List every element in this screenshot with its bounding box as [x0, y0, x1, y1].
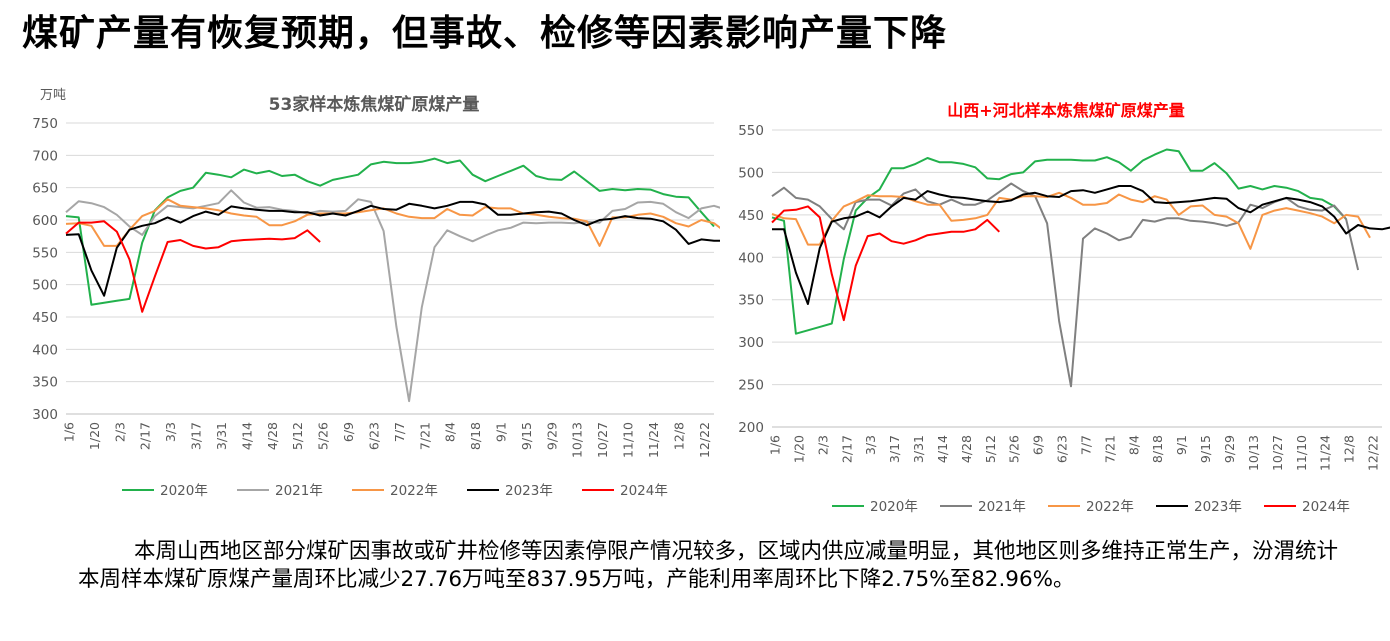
x-tick-label: 6/9	[1031, 435, 1046, 455]
legend-label: 2024年	[1302, 499, 1350, 515]
x-tick-label: 9/29	[1222, 435, 1237, 463]
x-tick-label: 8/4	[443, 422, 458, 442]
x-tick-label: 8/18	[1150, 435, 1165, 463]
x-tick-label: 2/17	[839, 435, 854, 463]
chart-left-53-mines: 53家样本炼焦煤矿原煤产量 万吨 300 350 400 450 500 550 600 650 7…	[32, 88, 720, 499]
y-tick-label: 300	[738, 335, 764, 351]
y-tick-label: 350	[32, 375, 58, 391]
legend-label: 2023年	[505, 483, 553, 499]
legend-label: 2022年	[1086, 499, 1134, 515]
x-tick-label: 4/28	[265, 422, 280, 450]
x-tick-label: 2/3	[112, 422, 127, 442]
x-tick-label: 5/26	[316, 422, 331, 450]
series-line-2022年	[771, 191, 1371, 250]
series-line-2021年	[771, 182, 1360, 388]
x-tick-label: 9/1	[494, 422, 509, 442]
legend-label: 2020年	[870, 499, 918, 515]
x-tick-label: 2/3	[815, 435, 830, 455]
x-tick-label: 5/26	[1007, 435, 1022, 463]
x-tick-label: 7/21	[417, 422, 432, 450]
y-tick-label: 550	[738, 123, 764, 139]
y-tick-label: 250	[738, 378, 764, 394]
legend-label: 2020年	[160, 483, 208, 499]
x-tick-label: 5/12	[983, 435, 998, 463]
summary-paragraph: 本周山西地区部分煤矿因事故或矿井检修等因素停限产情况较多，区域内供应减量明显，其…	[78, 538, 1358, 594]
x-tick-label: 7/21	[1102, 435, 1117, 463]
x-tick-label: 11/10	[621, 422, 636, 458]
x-tick-label: 4/28	[959, 435, 974, 463]
y-tick-label: 400	[738, 250, 764, 266]
y-tick-label: 600	[32, 213, 58, 229]
y-tick-label: 300	[32, 407, 58, 423]
x-tick-label: 1/20	[791, 435, 806, 463]
y-tick-label: 400	[32, 342, 58, 358]
x-tick-label: 3/17	[887, 435, 902, 463]
x-tick-label: 11/10	[1294, 435, 1309, 471]
chart-title: 53家样本炼焦煤矿原煤产量	[269, 94, 480, 115]
x-tick-label: 12/22	[697, 422, 712, 458]
x-tick-label: 9/15	[519, 422, 534, 450]
y-tick-label: 350	[738, 293, 764, 309]
x-tick-label: 3/3	[163, 422, 178, 442]
legend-label: 2021年	[275, 483, 323, 499]
x-tick-label: 1/6	[62, 422, 77, 442]
x-tick-label: 3/31	[214, 422, 229, 450]
y-tick-label: 750	[32, 116, 58, 132]
x-tick-label: 12/8	[671, 422, 686, 450]
legend-label: 2024年	[620, 483, 668, 499]
x-tick-label: 8/18	[468, 422, 483, 450]
x-tick-label: 10/27	[595, 422, 610, 458]
y-axis-unit-label: 万吨	[40, 88, 66, 103]
x-tick-label: 6/23	[1055, 435, 1070, 463]
x-tick-label: 11/24	[646, 422, 661, 458]
x-tick-label: 6/23	[366, 422, 381, 450]
series-line-2020年	[65, 157, 715, 306]
series-line-2022年	[65, 198, 720, 247]
y-tick-label: 700	[32, 148, 58, 164]
x-tick-label: 9/1	[1174, 435, 1189, 455]
y-tick-label: 200	[738, 420, 764, 436]
x-tick-label: 1/6	[768, 435, 783, 455]
summary-text: 本周山西地区部分煤矿因事故或矿井检修等因素停限产情况较多，区域内供应减量明显，其…	[78, 539, 1339, 592]
y-tick-label: 450	[738, 208, 764, 224]
x-tick-label: 5/12	[290, 422, 305, 450]
x-tick-label: 1/20	[87, 422, 102, 450]
legend-label: 2023年	[1194, 499, 1242, 515]
page-title: 煤矿产量有恢复预期，但事故、检修等因素影响产量下降	[22, 13, 948, 54]
x-tick-label: 4/14	[239, 422, 254, 450]
x-tick-label: 10/13	[570, 422, 585, 458]
chart-title: 山西+河北样本炼焦煤矿原煤产量	[947, 101, 1184, 120]
x-tick-label: 3/31	[911, 435, 926, 463]
series-line-2023年	[772, 185, 1390, 305]
legend-label: 2021年	[978, 499, 1026, 515]
x-tick-label: 12/22	[1366, 435, 1381, 471]
x-tick-label: 9/29	[544, 422, 559, 450]
series-line-2024年	[65, 220, 321, 313]
y-tick-label: 650	[32, 181, 58, 197]
x-tick-label: 7/7	[1078, 435, 1093, 455]
series-line-2024年	[771, 205, 1001, 322]
x-tick-label: 10/13	[1246, 435, 1261, 471]
series-line-2023年	[65, 200, 720, 297]
chart-right-shanxi-hebei: 山西+河北样本炼焦煤矿原煤产量 200 250 300 350 400 450 500 550 1…	[738, 101, 1390, 515]
x-tick-label: 11/24	[1318, 435, 1333, 471]
y-tick-label: 500	[32, 278, 58, 294]
x-tick-label: 10/27	[1270, 435, 1285, 471]
y-tick-label: 500	[738, 165, 764, 181]
x-tick-label: 4/14	[935, 435, 950, 463]
x-tick-label: 3/3	[863, 435, 878, 455]
x-tick-label: 8/4	[1126, 435, 1141, 455]
x-tick-label: 2/17	[138, 422, 153, 450]
y-tick-label: 450	[32, 310, 58, 326]
x-tick-label: 9/15	[1198, 435, 1213, 463]
series-line-2020年	[771, 148, 1347, 335]
series-line-2021年	[65, 189, 720, 403]
y-tick-label: 550	[32, 245, 58, 261]
x-tick-label: 7/7	[392, 422, 407, 442]
x-tick-label: 12/8	[1342, 435, 1357, 463]
x-tick-label: 6/9	[341, 422, 356, 442]
legend-label: 2022年	[390, 483, 438, 499]
x-tick-label: 3/17	[189, 422, 204, 450]
